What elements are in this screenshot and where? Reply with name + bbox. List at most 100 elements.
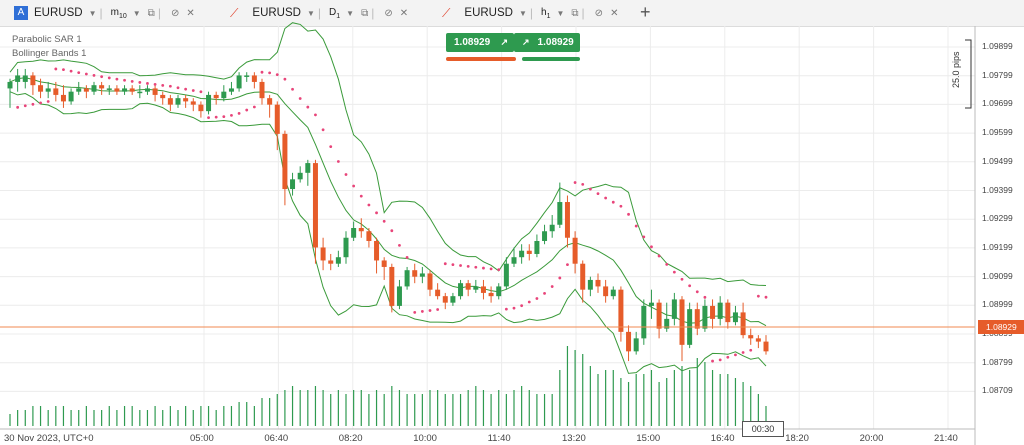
sar-dot — [634, 224, 638, 228]
chevron-down-icon[interactable]: ▼ — [306, 8, 315, 18]
sar-dot — [237, 111, 241, 115]
chevron-down-icon[interactable]: ▼ — [88, 8, 97, 18]
sar-dot — [107, 76, 111, 80]
candle — [144, 85, 150, 95]
candle — [404, 266, 410, 290]
candle — [15, 68, 21, 92]
chevron-down-icon[interactable]: ▼ — [346, 8, 355, 18]
candle — [60, 85, 66, 108]
sar-dot — [718, 358, 722, 362]
close-icon[interactable]: ✕ — [399, 7, 409, 19]
indicator-label-bollinger[interactable]: Bollinger Bands 1 — [12, 48, 87, 59]
time-axis-label: 10:00 — [413, 433, 437, 444]
sar-dot — [245, 108, 249, 112]
candle — [717, 296, 723, 326]
window-icon[interactable]: ⧉ — [571, 7, 579, 19]
chevron-down-icon[interactable]: ▼ — [556, 8, 565, 18]
sar-dot — [756, 294, 760, 298]
close-icon[interactable]: ✕ — [610, 7, 619, 19]
sar-dot — [344, 173, 348, 176]
candle — [228, 81, 234, 95]
tab-timeframe[interactable]: h1 — [541, 6, 551, 20]
candle — [106, 85, 112, 95]
window-icon[interactable]: ⧉ — [361, 7, 369, 19]
tab-chart-1[interactable]: A EURUSD ▼ | m10 ▼ ⧉ | ⊘ ✕ — [4, 2, 209, 24]
candle — [534, 234, 540, 258]
sar-dot — [650, 245, 653, 249]
chevron-down-icon[interactable]: ▼ — [518, 8, 527, 18]
candle — [297, 166, 303, 183]
tab-chart-2[interactable]: ⟋ EURUSD ▼ | D1 ▼ ⧉ | ⊘ ✕ — [230, 5, 409, 21]
candle — [755, 335, 761, 349]
sar-dot — [550, 285, 554, 288]
sar-dot — [672, 270, 676, 274]
sar-dot — [749, 348, 753, 352]
sar-dot — [230, 113, 233, 117]
candle — [305, 159, 311, 186]
sar-dot — [54, 67, 58, 71]
buy-button[interactable]: ↗ 1.08929 — [514, 33, 580, 52]
time-axis-label: 06:40 — [264, 433, 289, 444]
candle — [396, 279, 402, 310]
candle — [114, 85, 120, 95]
candle — [45, 81, 51, 99]
tab-timeframe[interactable]: D1 — [329, 6, 341, 20]
sar-dot — [69, 69, 73, 73]
candle — [679, 296, 685, 362]
bollinger-lower — [9, 91, 767, 374]
time-axis-label: 30 Nov 2023, UTC+0 — [4, 433, 94, 444]
close-icon[interactable]: ✕ — [186, 7, 195, 19]
sar-dot — [252, 105, 256, 109]
time-axis-label: 05:00 — [190, 433, 214, 444]
candle — [496, 283, 502, 300]
candle — [38, 78, 44, 99]
time-axis-label: 20:00 — [859, 433, 884, 444]
link-icon[interactable]: ⊘ — [384, 7, 393, 19]
price-axis-label: 1.09499 — [982, 155, 1013, 166]
candle — [335, 250, 341, 267]
candle — [473, 279, 479, 293]
candle — [526, 244, 532, 261]
candle — [83, 85, 89, 99]
chevron-down-icon[interactable]: ▼ — [132, 8, 141, 18]
add-tab-icon[interactable]: + — [640, 2, 651, 22]
indicator-label-sar[interactable]: Parabolic SAR 1 — [12, 34, 82, 45]
sar-dot — [703, 295, 707, 299]
sar-dot — [382, 219, 386, 223]
window-icon[interactable]: ⧉ — [147, 7, 155, 19]
candle — [30, 72, 36, 95]
candle — [53, 81, 59, 102]
candle — [259, 78, 265, 105]
sar-dot — [214, 115, 218, 119]
candle — [427, 270, 433, 297]
candle — [671, 292, 677, 326]
sar-dot — [39, 101, 42, 105]
candle — [320, 237, 326, 271]
price-axis-label: 1.09299 — [982, 213, 1013, 224]
link-icon[interactable]: ⊘ — [170, 7, 180, 19]
candle — [702, 299, 708, 332]
tab-timeframe[interactable]: m10 — [110, 6, 127, 20]
candle — [68, 88, 74, 105]
arrow-icon: ↗ — [500, 37, 508, 47]
candle — [381, 257, 387, 280]
sar-dot — [428, 309, 432, 312]
candle — [251, 72, 257, 89]
sar-dot — [436, 308, 440, 311]
candle — [732, 305, 738, 326]
sar-dot — [482, 266, 485, 270]
sar-dot — [734, 353, 737, 357]
tab-chart-3[interactable]: ⟋ EURUSD ▼ | h1 ▼ ⧉ | ⊘ ✕ — [442, 5, 619, 21]
sell-button[interactable]: 1.08929 ↗ — [446, 33, 514, 52]
sar-dot — [604, 196, 608, 200]
sar-dot — [543, 292, 546, 295]
sar-dot — [398, 243, 401, 247]
sar-dot — [390, 229, 394, 233]
link-icon[interactable]: ⊘ — [594, 7, 604, 19]
candle — [343, 231, 349, 264]
sar-dot — [443, 262, 447, 266]
candle — [236, 72, 242, 92]
candle — [358, 218, 364, 238]
time-axis-label: 16:40 — [710, 433, 735, 444]
